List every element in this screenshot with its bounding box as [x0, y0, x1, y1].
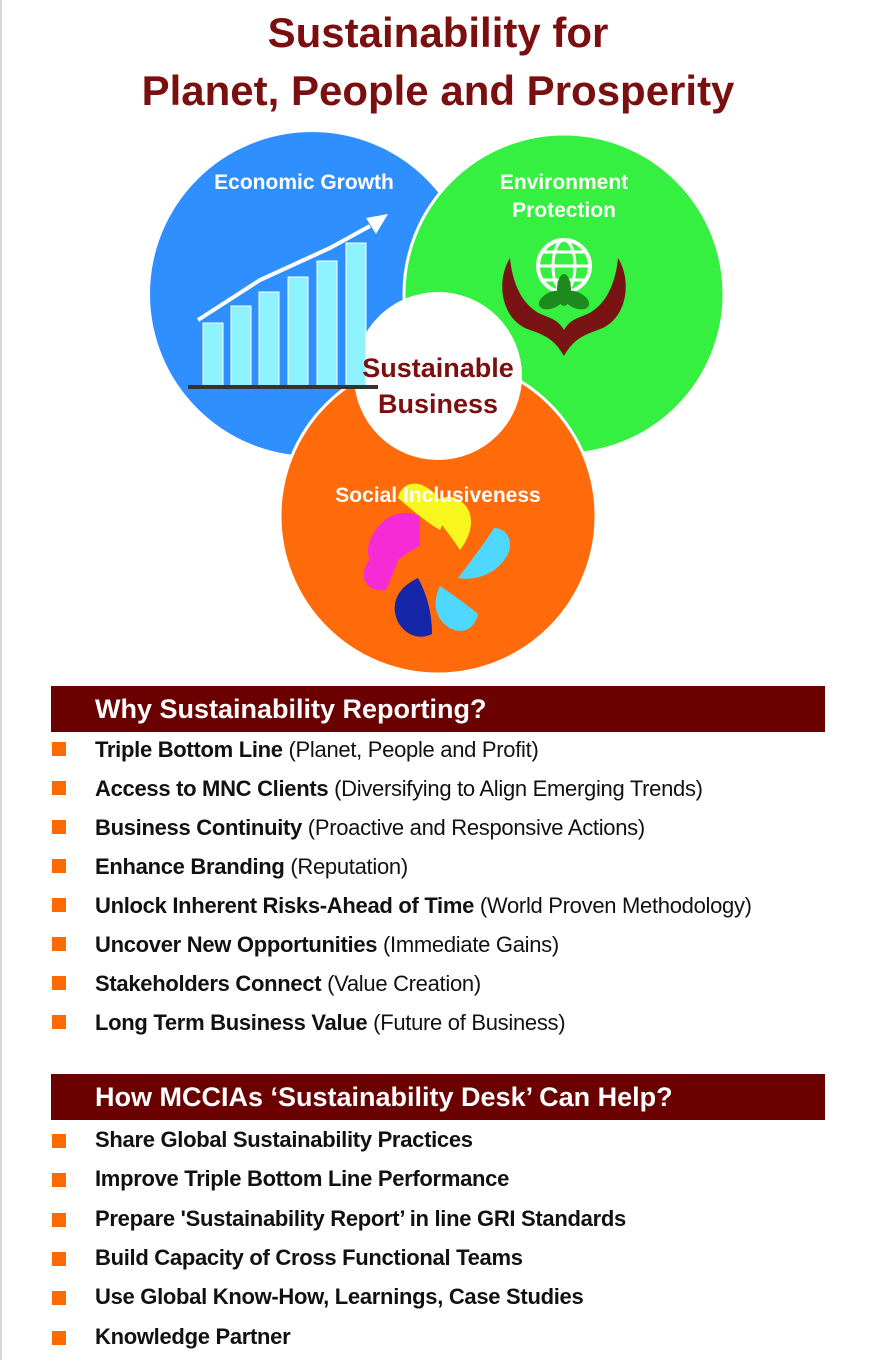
social-inclusiveness-label: Social Inclusiveness — [335, 484, 541, 507]
title-line-1: Sustainability for — [267, 9, 609, 56]
venn-diagram — [150, 132, 726, 676]
bullet-icon — [52, 1252, 66, 1266]
environment-protection-label: Environment Protection — [499, 171, 629, 222]
bullet-icon — [52, 976, 66, 990]
why-sustainability-heading: Why Sustainability Reporting? — [51, 686, 825, 732]
bullet-icon — [52, 1015, 66, 1029]
bullet-icon — [52, 820, 66, 834]
how-mccia-heading: How MCCIAs ‘Sustainability Desk’ Can Hel… — [51, 1074, 825, 1120]
page-border — [0, 0, 2, 1360]
bullet-icon — [52, 1134, 66, 1148]
economic-growth-label: Economic Growth — [214, 171, 394, 194]
bullet-icon — [52, 1173, 66, 1187]
hands-circle-icon — [363, 483, 511, 637]
bullet-icon — [52, 742, 66, 756]
center-circle — [354, 292, 522, 460]
bullet-icon — [52, 1213, 66, 1227]
bullet-icon — [52, 1291, 66, 1305]
sustainable-business-label: Sustainable Business — [362, 353, 514, 419]
bullet-icon — [52, 781, 66, 795]
globe-hands-icon — [502, 238, 626, 356]
title-line-2: Planet, People and Prosperity — [141, 67, 735, 114]
bullet-icon — [52, 937, 66, 951]
bullet-icon — [52, 859, 66, 873]
bullet-icon — [52, 1331, 66, 1345]
bullet-icon — [52, 898, 66, 912]
growth-chart-icon — [188, 214, 388, 389]
